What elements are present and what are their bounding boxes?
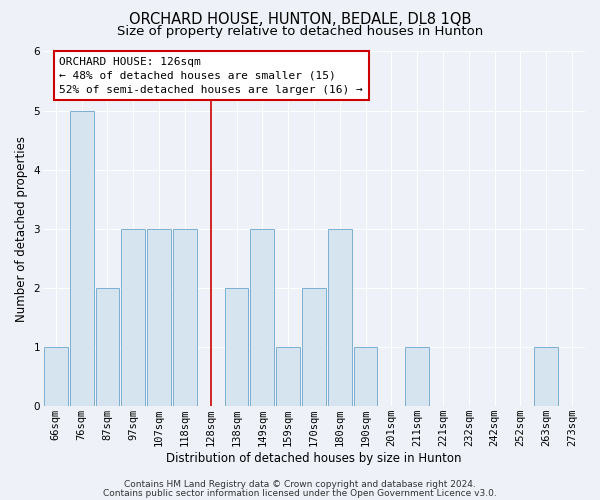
Bar	[535, 347, 558, 406]
X-axis label: Distribution of detached houses by size in Hunton: Distribution of detached houses by size …	[166, 452, 462, 465]
Bar	[173, 229, 197, 406]
Text: Contains HM Land Registry data © Crown copyright and database right 2024.: Contains HM Land Registry data © Crown c…	[124, 480, 476, 489]
Text: Contains public sector information licensed under the Open Government Licence v3: Contains public sector information licen…	[103, 488, 497, 498]
Bar	[276, 347, 300, 406]
Bar	[95, 288, 119, 406]
Y-axis label: Number of detached properties: Number of detached properties	[15, 136, 28, 322]
Bar	[328, 229, 352, 406]
Text: Size of property relative to detached houses in Hunton: Size of property relative to detached ho…	[117, 25, 483, 38]
Bar	[250, 229, 274, 406]
Bar	[44, 347, 68, 406]
Bar	[147, 229, 171, 406]
Bar	[70, 110, 94, 406]
Bar	[121, 229, 145, 406]
Text: ORCHARD HOUSE: 126sqm
← 48% of detached houses are smaller (15)
52% of semi-deta: ORCHARD HOUSE: 126sqm ← 48% of detached …	[59, 57, 363, 95]
Bar	[302, 288, 326, 406]
Bar	[224, 288, 248, 406]
Text: ORCHARD HOUSE, HUNTON, BEDALE, DL8 1QB: ORCHARD HOUSE, HUNTON, BEDALE, DL8 1QB	[129, 12, 471, 28]
Bar	[354, 347, 377, 406]
Bar	[406, 347, 429, 406]
